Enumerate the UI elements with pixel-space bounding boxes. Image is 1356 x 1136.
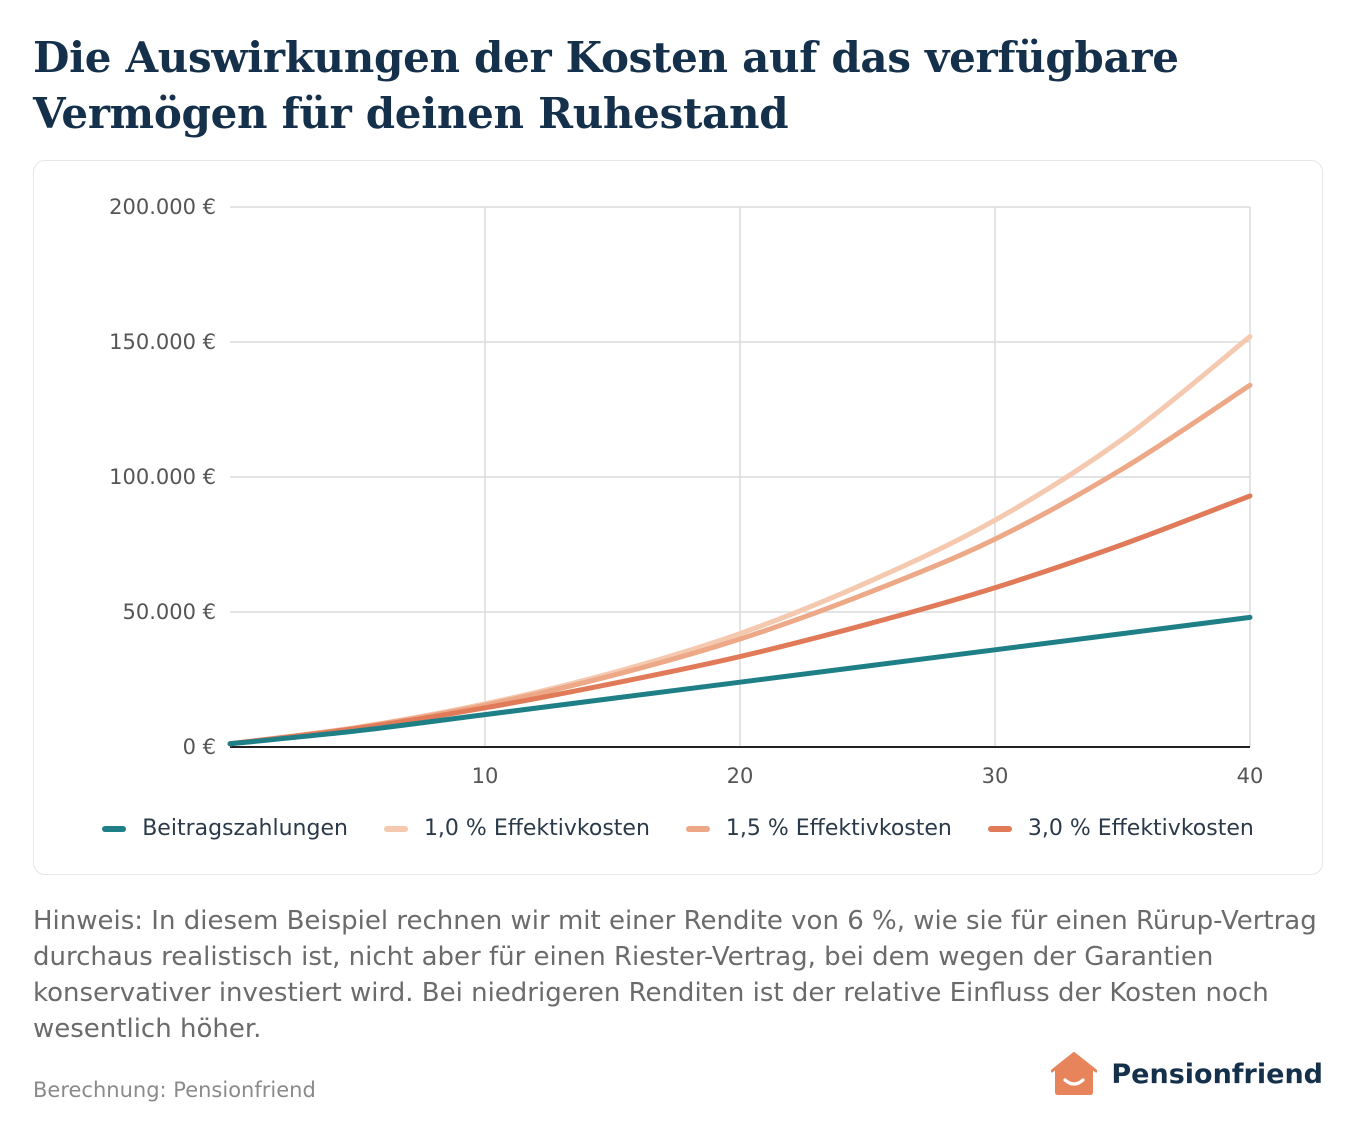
x-tick-label: 40 [1237, 764, 1264, 788]
legend-swatch [102, 825, 127, 832]
y-tick-label: 0 € [183, 735, 216, 759]
legend-swatch [987, 825, 1012, 832]
x-tick-label: 20 [727, 764, 754, 788]
legend-swatch [685, 825, 710, 832]
legend-item: 1,5 % Effektivkosten [685, 816, 952, 841]
legend-item: 3,0 % Effektivkosten [987, 816, 1254, 841]
legend-label: 3,0 % Effektivkosten [1027, 816, 1254, 841]
y-tick-label: 200.000 € [109, 195, 216, 219]
source-credit: Berechnung: Pensionfriend [33, 1078, 316, 1102]
y-tick-label: 150.000 € [109, 330, 216, 354]
legend-item: Beitragszahlungen [102, 816, 348, 841]
legend-label: 1,5 % Effektivkosten [725, 816, 952, 841]
brand-name: Pensionfriend [1111, 1058, 1323, 1090]
x-tick-label: 10 [472, 764, 499, 788]
chart-card: 0 € 50.000 € 100.000 € 150.000 € 200.000 € 10… [33, 160, 1323, 875]
y-tick-label: 100.000 € [109, 465, 216, 489]
legend-swatch [383, 825, 408, 832]
house-smile-icon [1051, 1052, 1098, 1095]
y-tick-label: 50.000 € [122, 600, 216, 624]
legend-label: Beitragszahlungen [142, 816, 348, 841]
series-line-3 [227, 493, 1253, 747]
footnote: Hinweis: In diesem Beispiel rechnen wir … [33, 906, 1317, 1044]
chart-legend: Beitragszahlungen 1,0 % Effektivkosten 1,5… [34, 816, 1322, 841]
legend-item: 1,0 % Effektivkosten [383, 816, 650, 841]
series-line-0 [227, 614, 1253, 747]
brand-logo[interactable]: Pensionfriend [1051, 1052, 1323, 1096]
chart-title: Die Auswirkungen der Kosten auf das verf… [33, 33, 1179, 138]
legend-label: 1,0 % Effektivkosten [423, 816, 650, 841]
x-tick-label: 30 [982, 764, 1009, 788]
line-chart: 0 € 50.000 € 100.000 € 150.000 € 200.000 € 10… [109, 195, 1264, 788]
